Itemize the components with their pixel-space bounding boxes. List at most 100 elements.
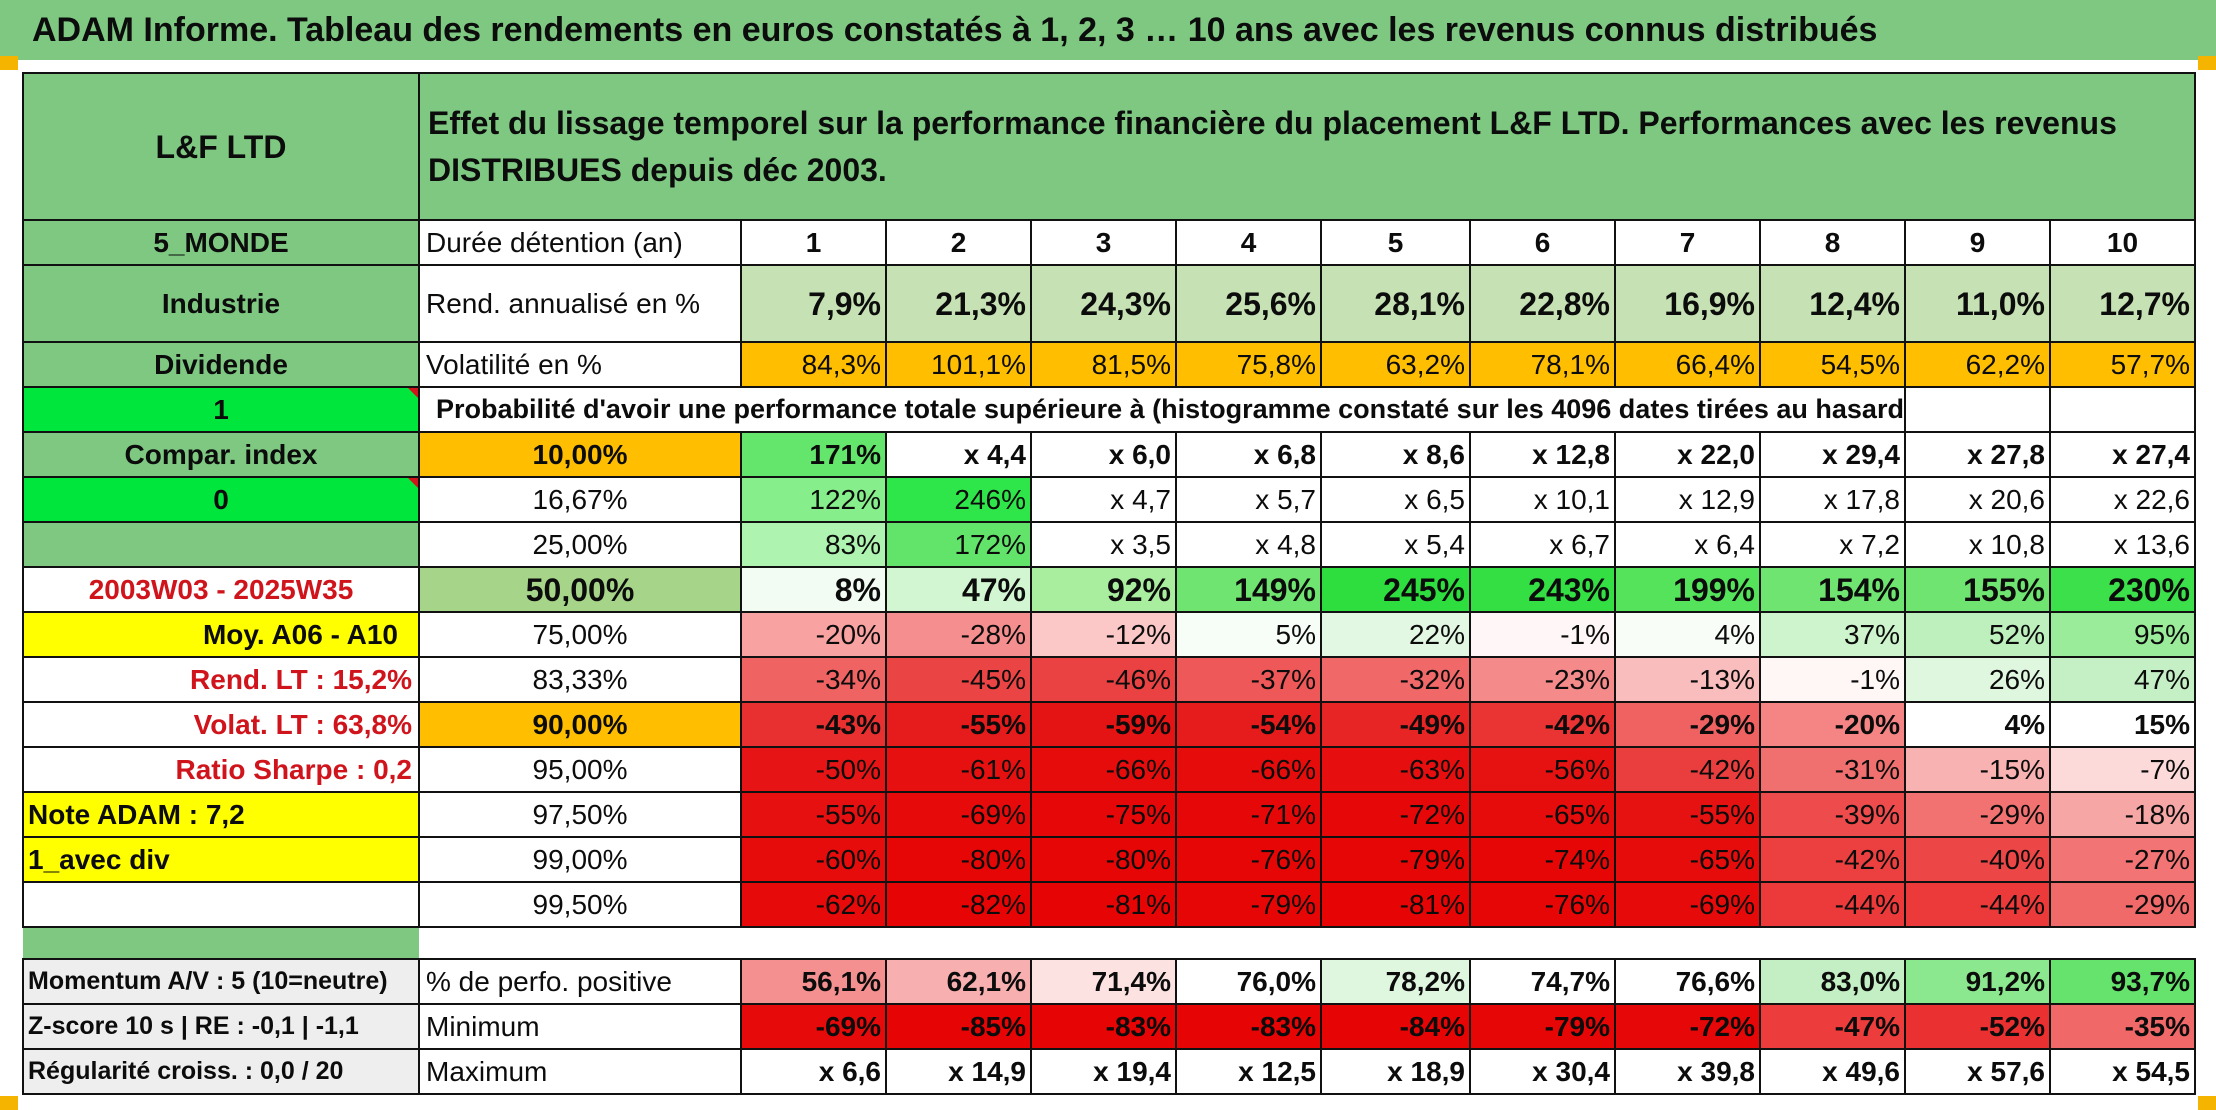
quantile-cell: 155% — [1904, 566, 2051, 613]
quantile-cell: x 27,8 — [1904, 431, 2051, 478]
vol-cell: 63,2% — [1320, 341, 1471, 388]
quantile-cell: -75% — [1030, 791, 1177, 838]
duree-label: Durée détention (an) — [418, 219, 742, 266]
probability-caption: Probabilité d'avoir une performance tota… — [418, 386, 1906, 433]
page-title: ADAM Informe. Tableau des rendements en … — [0, 0, 2216, 60]
dividend-label: Dividende — [22, 341, 420, 388]
regularite-label: Régularité croiss. : 0,0 / 20 — [22, 1048, 420, 1095]
quantile-cell: -55% — [1614, 791, 1761, 838]
rend-cell: 25,6% — [1175, 264, 1322, 343]
fund-name: L&F LTD — [22, 72, 420, 221]
vol-cell: 101,1% — [885, 341, 1032, 388]
quantile-cell: -34% — [740, 656, 887, 703]
quantile-cell: x 12,8 — [1469, 431, 1616, 478]
rend-cell: 12,4% — [1759, 264, 1906, 343]
vol-cell: 81,5% — [1030, 341, 1177, 388]
year-header: 9 — [1904, 219, 2051, 266]
quantile-label: 75,00% — [418, 611, 742, 658]
min-cell: -69% — [740, 1003, 887, 1050]
quantile-cell: x 13,6 — [2049, 521, 2196, 568]
max-cell: x 6,6 — [740, 1048, 887, 1095]
rend-cell: 16,9% — [1614, 264, 1761, 343]
quantile-cell: -42% — [1759, 836, 1906, 883]
min-cell: -85% — [885, 1003, 1032, 1050]
quantile-cell: -82% — [885, 881, 1032, 928]
quantile-cell: -66% — [1175, 746, 1322, 793]
quantile-cell: -72% — [1320, 791, 1471, 838]
min-cell: -84% — [1320, 1003, 1471, 1050]
quantile-cell: -81% — [1030, 881, 1177, 928]
rend-cell: 24,3% — [1030, 264, 1177, 343]
quantile-cell: 83% — [740, 521, 887, 568]
year-header: 10 — [2049, 219, 2196, 266]
min-cell: -72% — [1614, 1003, 1761, 1050]
quantile-cell: -1% — [1759, 656, 1906, 703]
table-header-text: Effet du lissage temporel sur la perform… — [418, 72, 2196, 221]
min-cell: -83% — [1175, 1003, 1322, 1050]
quantile-cell: -59% — [1030, 701, 1177, 748]
min-cell: -79% — [1469, 1003, 1616, 1050]
quantile-cell: 15% — [2049, 701, 2196, 748]
quantile-cell: -46% — [1030, 656, 1177, 703]
performance-table: L&F LTD Effet du lissage temporel sur la… — [22, 72, 2196, 1095]
quantile-cell: -20% — [740, 611, 887, 658]
pct-pos-cell: 56,1% — [740, 958, 887, 1005]
quantile-cell: -54% — [1175, 701, 1322, 748]
quantile-cell: -42% — [1614, 746, 1761, 793]
dividend-value: 1 — [22, 386, 420, 433]
quantile-cell: -61% — [885, 746, 1032, 793]
quantile-cell: -27% — [2049, 836, 2196, 883]
min-cell: -47% — [1759, 1003, 1906, 1050]
max-cell: x 18,9 — [1320, 1048, 1471, 1095]
quantile-cell: -20% — [1759, 701, 1906, 748]
quantile-cell: -69% — [1614, 881, 1761, 928]
quantile-cell: -45% — [885, 656, 1032, 703]
vol-label: Volatilité en % — [418, 341, 742, 388]
quantile-cell: -39% — [1759, 791, 1906, 838]
quantile-cell: x 20,6 — [1904, 476, 2051, 523]
year-header: 1 — [740, 219, 887, 266]
quantile-cell: 5% — [1175, 611, 1322, 658]
pct-pos-cell: 71,4% — [1030, 958, 1177, 1005]
quantile-label: 83,33% — [418, 656, 742, 703]
quantile-cell: 47% — [885, 566, 1032, 613]
quantile-cell: -79% — [1320, 836, 1471, 883]
quantile-cell: x 27,4 — [2049, 431, 2196, 478]
max-cell: x 14,9 — [885, 1048, 1032, 1095]
pct-pos-cell: 83,0% — [1759, 958, 1906, 1005]
quantile-cell: 243% — [1469, 566, 1616, 613]
quantile-cell: 171% — [740, 431, 887, 478]
quantile-cell: -76% — [1469, 881, 1616, 928]
max-cell: x 19,4 — [1030, 1048, 1177, 1095]
quantile-label: 97,50% — [418, 791, 742, 838]
quantile-cell: 37% — [1759, 611, 1906, 658]
quantile-cell: x 10,1 — [1469, 476, 1616, 523]
quantile-cell: -23% — [1469, 656, 1616, 703]
spacer — [419, 927, 2195, 959]
spacer — [23, 927, 419, 959]
pct-pos-cell: 76,6% — [1614, 958, 1761, 1005]
corner-marker — [0, 56, 18, 70]
quantile-cell: -13% — [1614, 656, 1761, 703]
vol-cell: 78,1% — [1469, 341, 1616, 388]
quantile-cell: 199% — [1614, 566, 1761, 613]
quantile-cell: -76% — [1175, 836, 1322, 883]
pct-pos-cell: 74,7% — [1469, 958, 1616, 1005]
rend-cell: 28,1% — [1320, 264, 1471, 343]
rend-cell: 7,9% — [740, 264, 887, 343]
quantile-cell: 230% — [2049, 566, 2196, 613]
quantile-cell: 154% — [1759, 566, 1906, 613]
quantile-cell: -65% — [1469, 791, 1616, 838]
quantile-cell: -55% — [740, 791, 887, 838]
quantile-label: 95,00% — [418, 746, 742, 793]
quantile-cell: -80% — [885, 836, 1032, 883]
year-header: 2 — [885, 219, 1032, 266]
quantile-cell: -44% — [1759, 881, 1906, 928]
zscore-label: Z-score 10 s | RE : -0,1 | -1,1 — [22, 1003, 420, 1050]
ratio-sharpe: Ratio Sharpe : 0,2 — [22, 746, 420, 793]
quantile-cell: x 6,5 — [1320, 476, 1471, 523]
empty-cell — [2049, 386, 2196, 433]
max-cell: x 12,5 — [1175, 1048, 1322, 1095]
quantile-cell: 4% — [1614, 611, 1761, 658]
quantile-cell: x 6,4 — [1614, 521, 1761, 568]
